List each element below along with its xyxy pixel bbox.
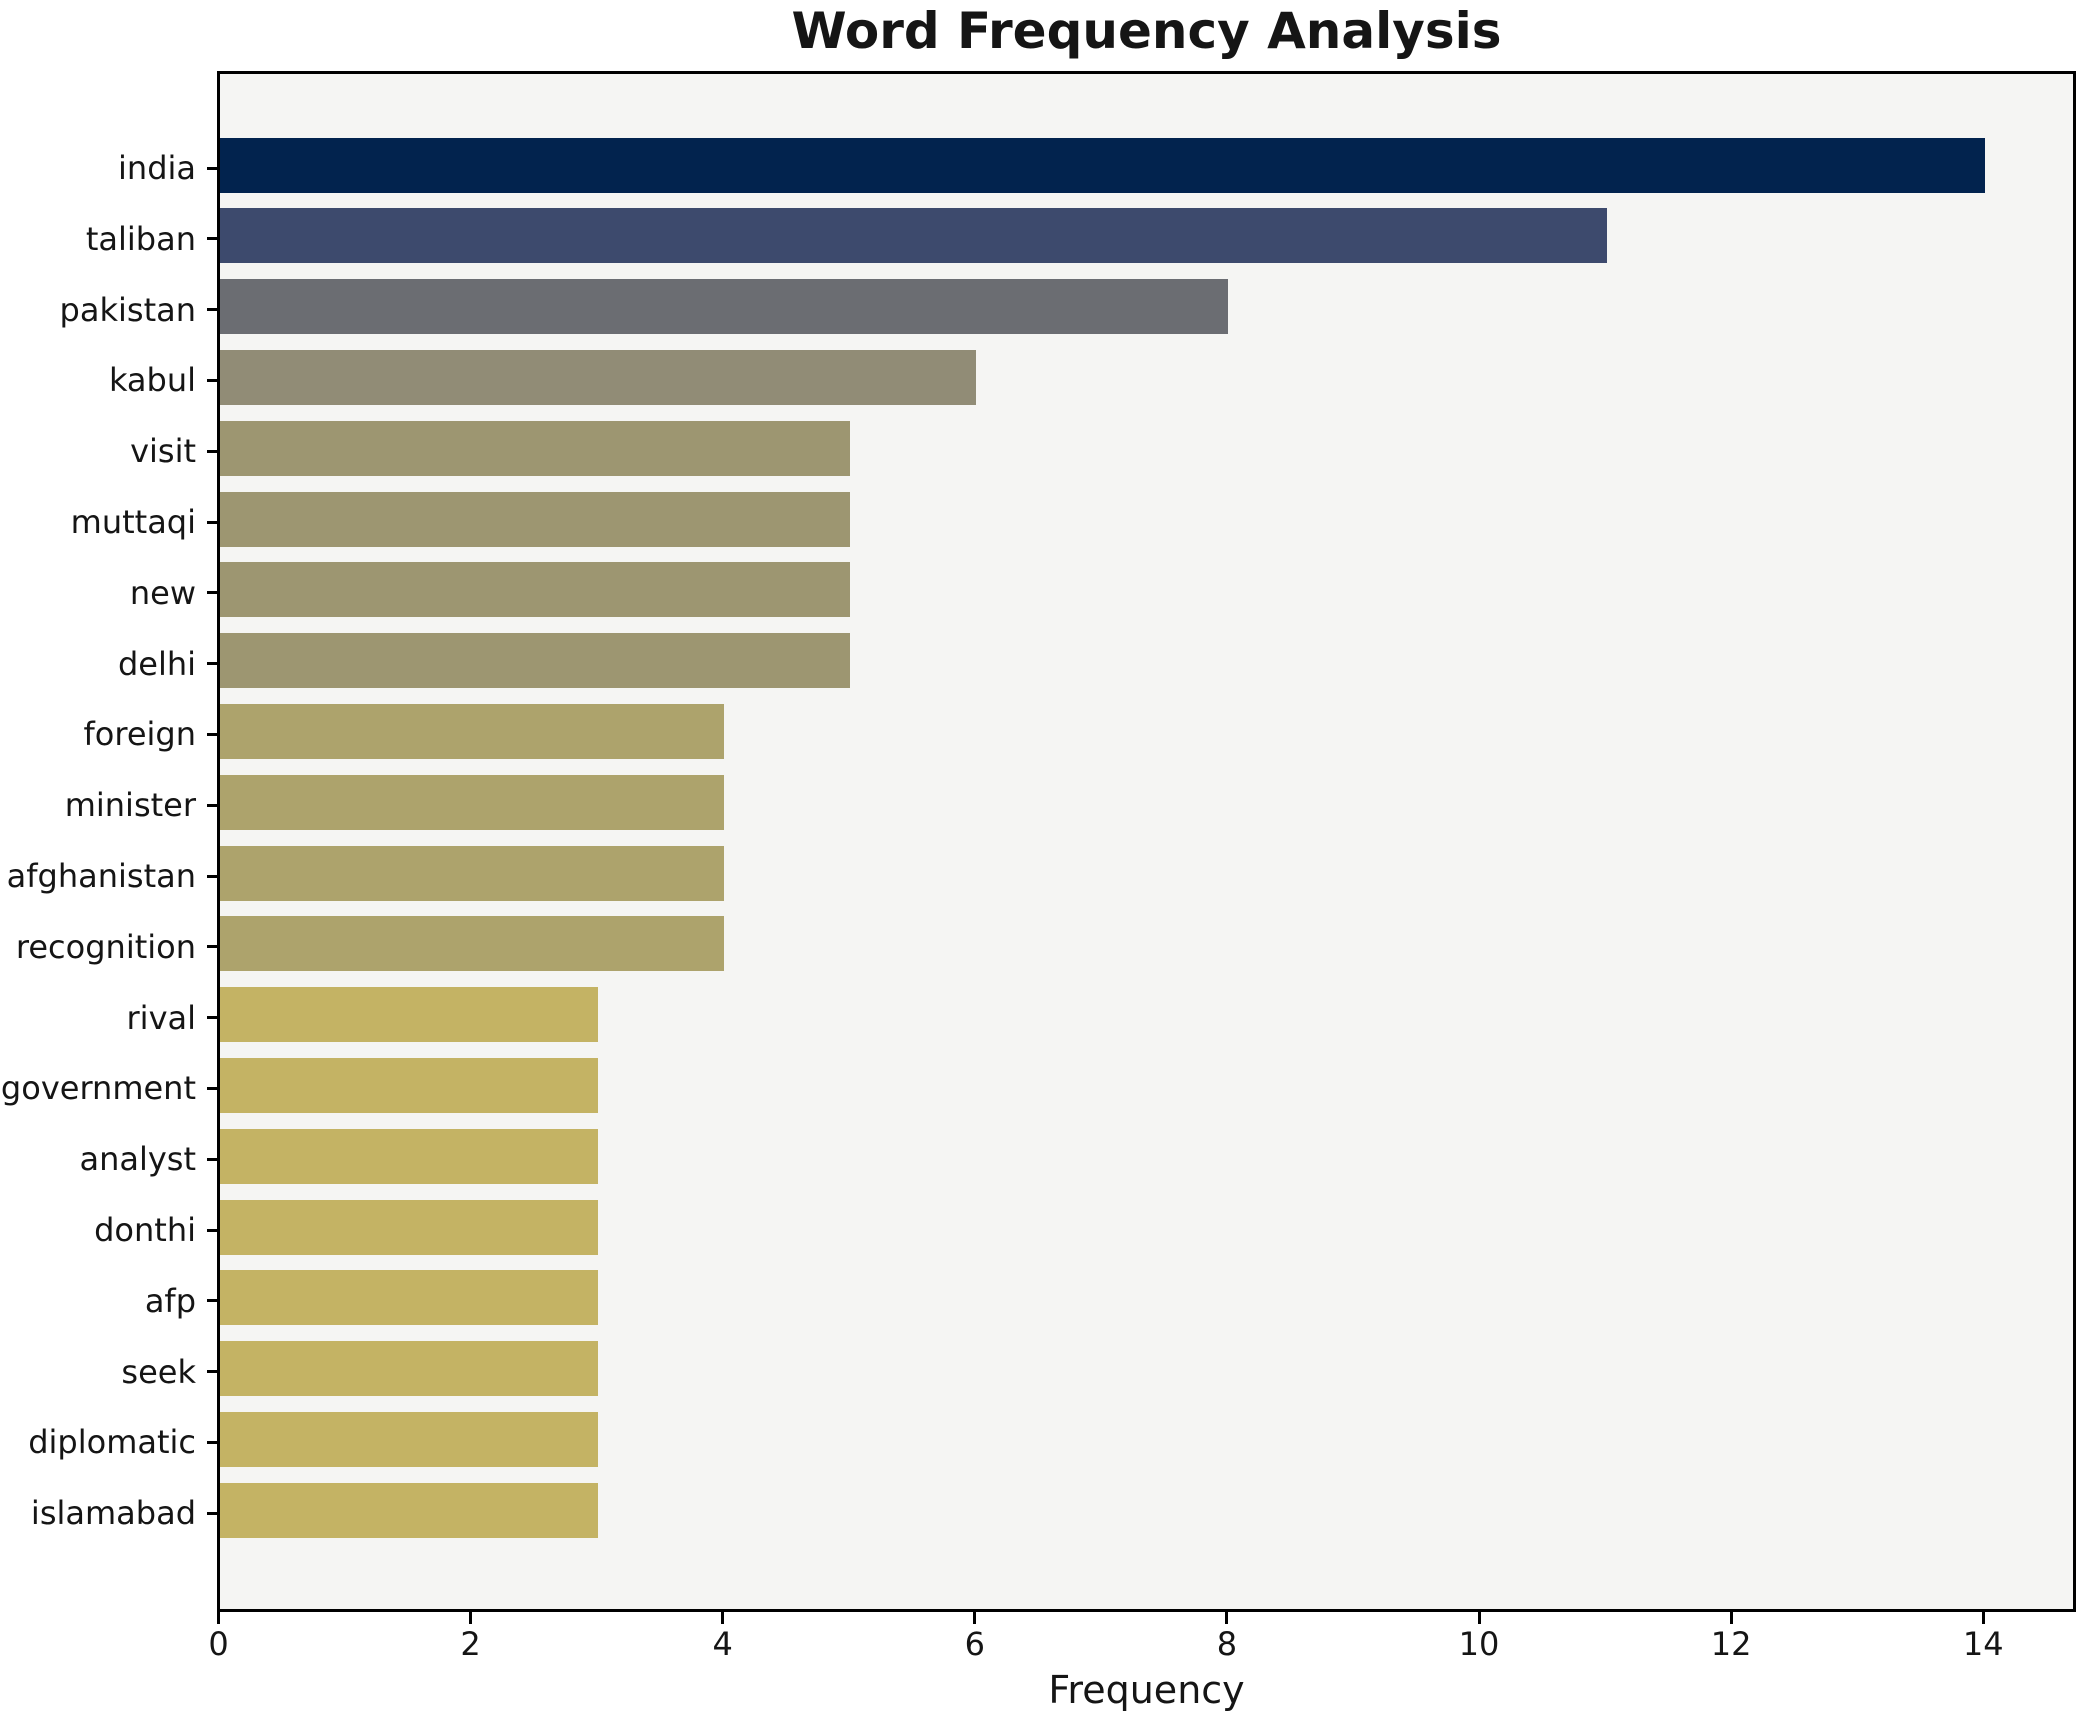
y-tick-taliban	[207, 237, 217, 241]
x-tick-label-6: 6	[964, 1625, 985, 1663]
bar-diplomatic	[220, 1411, 599, 1467]
y-tick-label-delhi: delhi	[117, 644, 196, 683]
bar-pakistan	[220, 279, 1229, 335]
bar-seek	[220, 1341, 599, 1397]
x-tick-label-10: 10	[1458, 1625, 1500, 1663]
y-tick-label-visit: visit	[130, 432, 196, 471]
y-tick-visit	[207, 449, 217, 453]
y-tick-donthi	[207, 1228, 217, 1232]
y-tick-label-foreign: foreign	[83, 715, 196, 754]
y-tick-muttaqi	[207, 520, 217, 524]
y-tick-label-new: new	[129, 573, 196, 612]
x-tick-label-8: 8	[1216, 1625, 1238, 1663]
x-tick-label-2: 2	[460, 1625, 481, 1663]
y-tick-new	[207, 591, 217, 595]
x-tick-8	[1225, 1612, 1229, 1624]
y-tick-label-taliban: taliban	[85, 219, 196, 258]
bar-new	[220, 562, 851, 618]
chart-title: Word Frequency Analysis	[791, 2, 1502, 60]
x-tick-label-4: 4	[712, 1625, 733, 1663]
bar-recognition	[220, 916, 725, 972]
y-tick-delhi	[207, 662, 217, 666]
y-tick-diplomatic	[207, 1440, 217, 1444]
y-tick-label-india: india	[118, 149, 196, 187]
y-tick-label-government: government	[0, 1069, 196, 1108]
y-tick-islamabad	[207, 1511, 217, 1515]
bar-donthi	[220, 1199, 599, 1255]
bar-islamabad	[220, 1482, 599, 1538]
bar-foreign	[220, 703, 725, 759]
y-tick-kabul	[207, 378, 217, 382]
x-tick-12	[1729, 1612, 1733, 1624]
bar-analyst	[220, 1128, 599, 1184]
bar-kabul	[220, 349, 977, 405]
plot-area	[217, 71, 2076, 1612]
bar-india	[220, 137, 1985, 193]
y-tick-recognition	[207, 945, 217, 949]
y-tick-rival	[207, 1016, 217, 1020]
y-tick-government	[207, 1086, 217, 1090]
y-tick-afp	[207, 1299, 217, 1303]
y-tick-foreign	[207, 732, 217, 736]
bar-rival	[220, 987, 599, 1043]
x-tick-0	[217, 1612, 220, 1624]
bar-muttaqi	[220, 491, 851, 547]
y-tick-pakistan	[207, 308, 217, 312]
x-tick-10	[1477, 1612, 1481, 1624]
y-tick-label-kabul: kabul	[108, 361, 196, 400]
y-tick-label-islamabad: islamabad	[30, 1494, 196, 1533]
y-tick-label-pakistan: pakistan	[59, 290, 196, 329]
x-tick-label-12: 12	[1710, 1625, 1752, 1663]
y-tick-seek	[207, 1370, 217, 1374]
bar-delhi	[220, 633, 851, 689]
y-tick-analyst	[207, 1157, 217, 1161]
y-tick-label-minister: minister	[64, 786, 196, 825]
x-tick-4	[721, 1612, 725, 1624]
y-tick-minister	[207, 803, 217, 807]
bar-afghanistan	[220, 845, 725, 901]
y-tick-label-muttaqi: muttaqi	[70, 503, 196, 541]
y-tick-label-recognition: recognition	[15, 927, 196, 966]
x-tick-label-0: 0	[208, 1625, 229, 1663]
y-tick-label-seek: seek	[121, 1352, 196, 1391]
bar-minister	[220, 774, 725, 830]
y-tick-label-analyst: analyst	[79, 1140, 196, 1179]
y-tick-label-afghanistan: afghanistan	[6, 857, 196, 895]
bar-government	[220, 1057, 599, 1113]
bar-visit	[220, 420, 851, 476]
x-tick-label-14: 14	[1962, 1625, 2004, 1663]
x-tick-14	[1981, 1612, 1985, 1624]
y-tick-label-donthi: donthi	[94, 1211, 196, 1249]
y-tick-label-rival: rival	[126, 998, 196, 1037]
bar-afp	[220, 1270, 599, 1326]
y-tick-india	[207, 166, 217, 170]
bar-taliban	[220, 208, 1607, 264]
x-tick-6	[973, 1612, 977, 1624]
x-axis-label: Frequency	[1048, 1668, 1245, 1712]
y-tick-label-diplomatic: diplomatic	[28, 1423, 196, 1462]
x-tick-2	[469, 1612, 473, 1624]
y-tick-afghanistan	[207, 874, 217, 878]
y-tick-label-afp: afp	[144, 1281, 196, 1320]
